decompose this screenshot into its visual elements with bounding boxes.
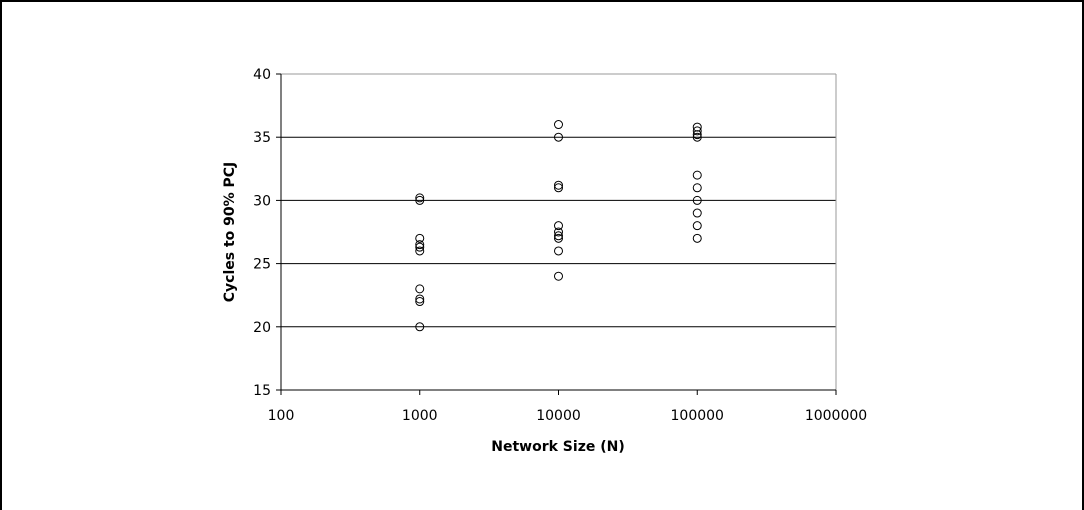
data-point (415, 240, 425, 250)
data-point (415, 297, 425, 307)
data-points (415, 120, 702, 332)
y-tick-label: 20 (253, 320, 271, 336)
x-tick-label: 1000000 (805, 408, 867, 424)
data-point (692, 170, 702, 180)
data-point (554, 231, 563, 241)
data-point (692, 208, 702, 218)
y-tick-label: 30 (253, 193, 271, 209)
data-point (692, 130, 702, 140)
x-axis-title: Network Size (N) (491, 439, 624, 455)
gridlines (281, 73, 836, 328)
data-point (692, 195, 702, 205)
y-tick-label: 40 (253, 67, 271, 83)
data-point (415, 294, 425, 304)
data-point (415, 322, 425, 332)
y-tick-label: 25 (253, 257, 271, 273)
y-axis-title: Cycles to 90% PCJ (222, 162, 238, 303)
data-point (554, 120, 563, 130)
data-point (554, 246, 563, 256)
data-point (415, 284, 425, 294)
data-point (554, 271, 563, 281)
tick-labels: 15 20 25 30 35 40 100 1000 10000 100000 1000000 (253, 67, 867, 424)
y-tick-label: 15 (253, 383, 271, 399)
data-point (415, 242, 425, 252)
data-point (415, 246, 425, 256)
x-tick-label: 1000 (402, 408, 438, 424)
data-point (692, 126, 702, 136)
data-point (554, 233, 563, 243)
data-point (692, 132, 702, 142)
data-point (554, 227, 563, 237)
x-tick-label: 100000 (671, 408, 724, 424)
data-point (554, 183, 563, 193)
data-point (692, 183, 702, 193)
data-point (415, 195, 425, 205)
data-point (692, 221, 702, 231)
data-point (415, 193, 425, 203)
axes (276, 73, 837, 395)
data-point (415, 233, 425, 243)
data-point (554, 132, 563, 142)
x-tick-label: 100 (268, 408, 295, 424)
y-tick-label: 35 (253, 130, 271, 146)
data-point (692, 233, 702, 243)
data-point (554, 221, 563, 231)
x-tick-label: 10000 (536, 408, 581, 424)
data-point (554, 180, 563, 190)
